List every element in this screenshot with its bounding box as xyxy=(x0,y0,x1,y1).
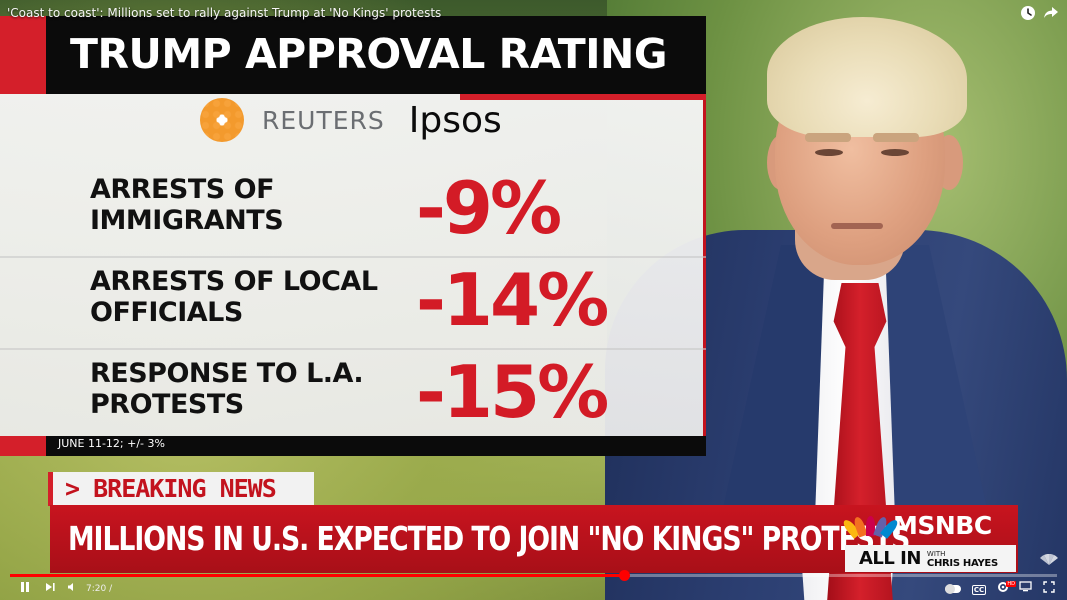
eyebrow-left xyxy=(805,133,851,142)
approval-graphic: TRUMP APPROVAL RATING REUTERS Ipsos ARRE… xyxy=(0,16,706,456)
row-label: ARRESTS OF IMMIGRANTS xyxy=(90,174,284,236)
volume-icon[interactable] xyxy=(66,581,78,597)
row-label: RESPONSE TO L.A. PROTESTS xyxy=(90,358,364,420)
reuters-logo-text: REUTERS xyxy=(262,105,385,135)
breaking-news-tag: > BREAKING NEWS xyxy=(48,472,314,506)
approval-rows: ARRESTS OF IMMIGRANTS -9% ARRESTS OF LOC… xyxy=(0,166,706,442)
next-icon[interactable] xyxy=(44,581,56,597)
player-controls: 7:20 / 12:31 CC HD xyxy=(0,566,1067,600)
fullscreen-icon[interactable] xyxy=(1040,581,1058,597)
clock-icon[interactable] xyxy=(1018,5,1038,25)
reuters-logo-icon xyxy=(200,98,244,142)
person-photo xyxy=(605,15,1067,600)
row-label: ARRESTS OF LOCAL OFFICIALS xyxy=(90,266,378,328)
progress-scrubber[interactable] xyxy=(618,570,630,581)
graphic-footnote: JUNE 11-12; +/- 3% xyxy=(58,437,165,450)
show-title: ALL IN xyxy=(859,548,921,569)
approval-row: RESPONSE TO L.A. PROTESTS -15% xyxy=(0,350,706,442)
show-host-name: CHRIS HAYES xyxy=(926,557,998,569)
show-host-block: WITH CHRIS HAYES xyxy=(926,549,998,569)
graphic-footer-accent xyxy=(0,436,46,456)
network-logo: MSNBC xyxy=(841,505,1018,545)
nbc-watermark-icon xyxy=(1040,554,1058,565)
progress-bar[interactable] xyxy=(10,570,1057,581)
mouth xyxy=(831,223,883,229)
source-logos: REUTERS Ipsos xyxy=(200,98,502,142)
cast-icon[interactable] xyxy=(1016,581,1034,597)
graphic-body xyxy=(0,94,706,436)
progress-fill xyxy=(10,574,624,577)
peacock-icon xyxy=(841,514,900,539)
eyebrow-right xyxy=(873,133,919,142)
graphic-title: TRUMP APPROVAL RATING xyxy=(70,30,668,78)
row-value: -14% xyxy=(416,258,609,342)
row-value: -15% xyxy=(416,350,609,434)
eye-left xyxy=(815,149,843,156)
headline-text: MILLIONS IN U.S. EXPECTED TO JOIN "NO KI… xyxy=(68,519,910,558)
pause-icon[interactable] xyxy=(18,581,32,597)
eye-right xyxy=(881,149,909,156)
hair xyxy=(767,17,967,137)
show-logo: ALL IN WITH CHRIS HAYES xyxy=(845,545,1016,572)
graphic-footer-bar xyxy=(0,436,706,456)
settings-icon[interactable]: HD xyxy=(994,581,1016,597)
graphic-accent-strip xyxy=(460,94,706,100)
row-value: -9% xyxy=(416,166,562,250)
show-with-label: WITH xyxy=(926,549,946,558)
approval-row: ARRESTS OF IMMIGRANTS -9% xyxy=(0,166,706,258)
network-name: MSNBC xyxy=(893,510,992,540)
video-title[interactable]: 'Coast to coast': Millions set to rally … xyxy=(7,6,442,20)
breaking-news-label: > BREAKING NEWS xyxy=(65,474,277,503)
captions-icon[interactable]: CC xyxy=(971,585,987,595)
time-display: 7:20 / 12:31 xyxy=(86,584,113,594)
ipsos-logo-text: Ipsos xyxy=(408,99,502,141)
graphic-title-accent xyxy=(0,16,46,94)
share-icon[interactable] xyxy=(1041,5,1061,25)
graphic-title-bar xyxy=(0,16,706,94)
autoplay-icon[interactable] xyxy=(944,581,962,597)
approval-row: ARRESTS OF LOCAL OFFICIALS -14% xyxy=(0,258,706,350)
